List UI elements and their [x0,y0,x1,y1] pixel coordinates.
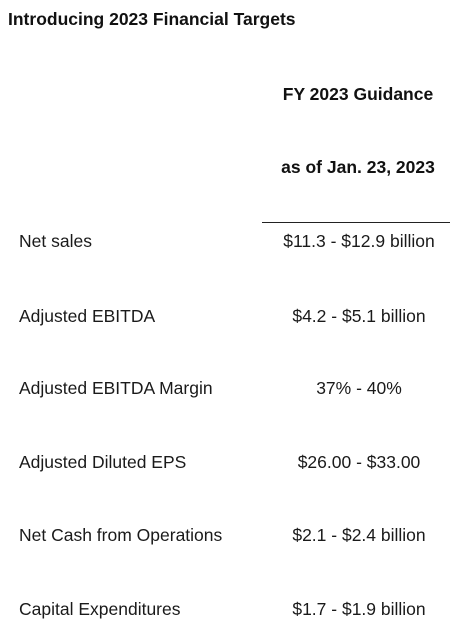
row-value: $11.3 - $12.9 billion [283,231,435,251]
table-row-adjusted-ebitda-margin: Adjusted EBITDA Margin 37% - 40% [0,378,472,402]
row-label: Capital Expenditures [19,599,181,619]
row-label: Adjusted EBITDA Margin [19,378,213,398]
row-value: $26.00 - $33.00 [297,452,421,472]
row-label: Adjusted Diluted EPS [19,452,187,472]
table-row-net-cash-from-operations: Net Cash from Operations $2.1 - $2.4 bil… [0,525,472,549]
column-header-date: as of Jan. 23, 2023 [281,157,435,177]
row-value: $2.1 - $2.4 billion [292,525,426,545]
row-label: Adjusted EBITDA [19,306,156,326]
row-value: 37% - 40% [316,378,402,398]
table-row-capital-expenditures: Capital Expenditures $1.7 - $1.9 billion [0,599,472,623]
row-label: Net Cash from Operations [19,525,223,545]
header-underline [262,222,450,223]
page-title: Introducing 2023 Financial Targets [8,9,296,29]
table-row-net-sales: Net sales $11.3 - $12.9 billion [0,231,472,255]
column-header-guidance: FY 2023 Guidance [282,84,434,104]
row-value: $1.7 - $1.9 billion [292,599,426,619]
table-row-adjusted-diluted-eps: Adjusted Diluted EPS $26.00 - $33.00 [0,452,472,476]
row-label: Net sales [19,231,92,251]
table-row-adjusted-ebitda: Adjusted EBITDA $4.2 - $5.1 billion [0,306,472,330]
row-value: $4.2 - $5.1 billion [292,306,426,326]
